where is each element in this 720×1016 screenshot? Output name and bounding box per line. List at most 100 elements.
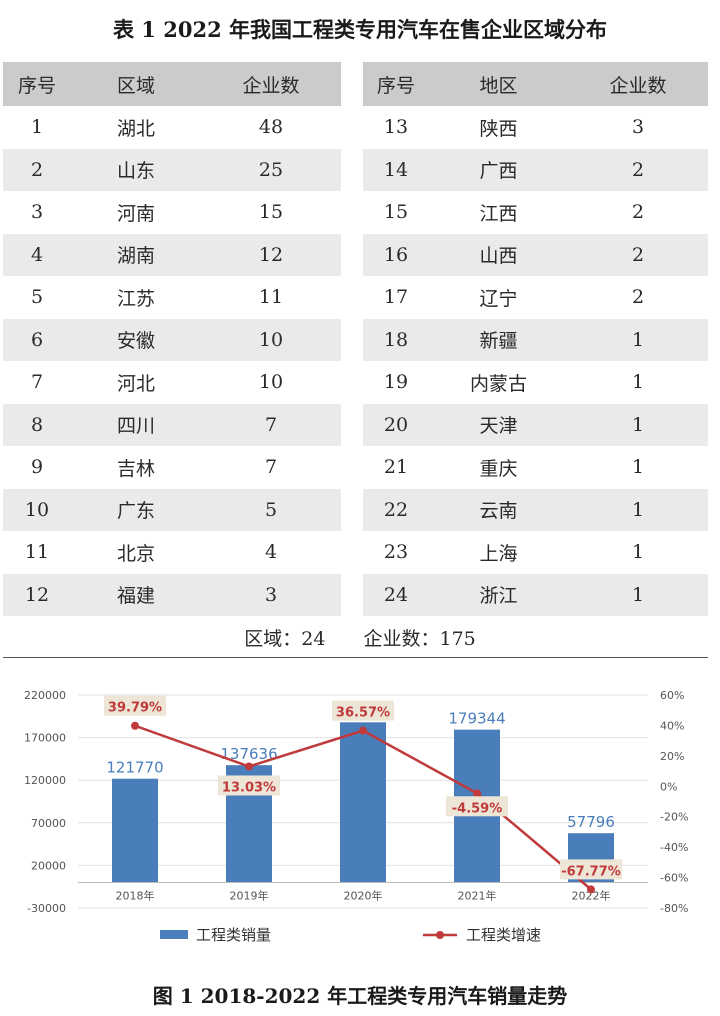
row-count: 25	[201, 148, 341, 191]
row-count: 5	[201, 488, 341, 531]
table-header-row: 序号 地区 企业数	[363, 62, 708, 106]
row-index: 21	[383, 456, 409, 479]
row-index: 5	[30, 286, 44, 309]
growth-value-label: -67.77%	[561, 864, 621, 879]
growth-label-box	[446, 796, 508, 817]
row-index: 15	[383, 201, 409, 224]
table-row: 18 新疆 1	[363, 318, 708, 361]
row-index: 4	[3, 233, 71, 276]
growth-label-box	[218, 775, 280, 796]
row-count: 1	[631, 541, 645, 564]
table-title: 表 1 2022 年我国工程类专用汽车在售企业区域分布	[113, 17, 607, 42]
table-row: 10 广东 5	[3, 488, 341, 531]
growth-label-box	[332, 700, 394, 721]
growth-point	[587, 885, 595, 894]
row-index: 9	[30, 456, 44, 479]
row-region: 广东	[71, 488, 201, 531]
header-count: 企业数	[568, 62, 708, 106]
x-tick-label: 2022年	[572, 888, 611, 902]
y-tick-label: 220000	[24, 689, 66, 702]
row-count: 1	[568, 318, 708, 361]
row-count: 11	[258, 286, 284, 309]
row-index: 3	[30, 201, 44, 224]
row-count: 2	[631, 201, 645, 224]
row-region: 江苏	[116, 287, 155, 310]
y2-tick-label: -40%	[660, 841, 688, 854]
table-row: 12 福建 3	[3, 573, 341, 616]
row-region: 江西	[479, 202, 518, 225]
growth-point	[359, 726, 367, 735]
row-count: 1	[631, 371, 645, 394]
row-index: 14	[363, 148, 429, 191]
table-row: 3 河南 15	[3, 191, 341, 234]
table-row: 9 吉林 7	[3, 446, 341, 489]
table-row: 16 山西 2	[363, 233, 708, 276]
row-index: 11	[24, 541, 50, 564]
table-row: 14 广西 2	[363, 148, 708, 191]
x-tick-label: 2019年	[230, 888, 269, 902]
x-tick-label: 2021年	[458, 888, 497, 902]
table-row: 19 内蒙古 1	[363, 361, 708, 404]
row-region: 山东	[71, 148, 201, 191]
row-count: 3	[631, 116, 645, 139]
row-region: 陕西	[479, 117, 518, 140]
row-index: 19	[383, 371, 409, 394]
row-region: 广西	[429, 148, 568, 191]
growth-label-box	[104, 695, 166, 716]
row-index: 18	[363, 318, 429, 361]
row-count: 1	[568, 573, 708, 616]
y-tick-label: 20000	[31, 859, 66, 872]
y-tick-label: 170000	[24, 732, 66, 745]
region-table-right: 序号 地区 企业数 13 陕西 3 14 广西 2 15 江西 2 16 山西 2 17 辽宁 2 18 新疆 1…	[363, 62, 708, 616]
x-tick-label: 2020年	[344, 888, 383, 902]
y2-tick-label: -60%	[660, 872, 688, 885]
row-count: 1	[568, 403, 708, 446]
row-region: 吉林	[116, 457, 155, 480]
table-row: 1 湖北 48	[3, 106, 341, 149]
row-index: 17	[383, 286, 409, 309]
row-region: 四川	[71, 403, 201, 446]
row-count: 1	[631, 456, 645, 479]
row-index: 24	[363, 573, 429, 616]
row-index: 16	[363, 233, 429, 276]
legend-bar-swatch	[160, 930, 188, 939]
bar-value-label: 137636	[220, 745, 277, 763]
legend-line-label: 工程类增速	[466, 926, 541, 944]
row-index: 23	[383, 541, 409, 564]
y2-tick-label: 60%	[660, 689, 684, 702]
bar-value-label: 179344	[448, 710, 505, 728]
row-count: 12	[201, 233, 341, 276]
table-row: 24 浙江 1	[363, 573, 708, 616]
header-region: 地区	[429, 62, 568, 106]
row-region: 云南	[429, 488, 568, 531]
row-count: 15	[258, 201, 284, 224]
row-region: 新疆	[429, 318, 568, 361]
y-tick-label: 70000	[31, 817, 66, 830]
row-count: 2	[631, 286, 645, 309]
growth-value-label: 39.79%	[108, 701, 162, 716]
row-index: 8	[3, 403, 71, 446]
row-index: 22	[363, 488, 429, 531]
y2-tick-label: 40%	[660, 719, 684, 732]
row-index: 2	[3, 148, 71, 191]
row-index: 10	[3, 488, 71, 531]
table-header-row: 序号 区域 企业数	[3, 62, 341, 106]
bar-value-label: 57796	[567, 813, 615, 831]
row-count: 2	[568, 233, 708, 276]
table-row: 23 上海 1	[363, 531, 708, 574]
row-region: 湖北	[116, 117, 155, 140]
table-summary: 区域：24 企业数：175	[0, 624, 720, 651]
row-region: 浙江	[429, 573, 568, 616]
row-region: 河北	[116, 372, 155, 395]
table-row: 6 安徽 10	[3, 318, 341, 361]
table-row: 20 天津 1	[363, 403, 708, 446]
y2-tick-label: -80%	[660, 902, 688, 915]
row-region: 天津	[429, 403, 568, 446]
bar-value-label: 121770	[106, 759, 163, 777]
growth-value-label: 13.03%	[222, 780, 276, 795]
y2-tick-label: -20%	[660, 811, 688, 824]
row-region: 上海	[479, 542, 518, 565]
sales-chart: -30000 20000 70000 120000 170000 220000 -80% -6…	[24, 689, 688, 944]
table-row: 8 四川 7	[3, 403, 341, 446]
row-region: 重庆	[479, 457, 518, 480]
